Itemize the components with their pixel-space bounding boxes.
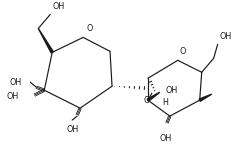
Text: H: H xyxy=(162,98,168,107)
Polygon shape xyxy=(147,92,160,101)
Text: OH: OH xyxy=(166,86,178,95)
Text: OH: OH xyxy=(9,78,21,87)
Polygon shape xyxy=(38,28,53,53)
Text: OH: OH xyxy=(66,125,78,134)
Text: OH: OH xyxy=(160,134,172,143)
Polygon shape xyxy=(199,94,212,101)
Text: O: O xyxy=(180,47,186,56)
Text: O: O xyxy=(144,96,150,105)
Text: OH: OH xyxy=(52,3,64,12)
Text: O: O xyxy=(86,24,93,33)
Text: OH: OH xyxy=(6,92,18,101)
Text: OH: OH xyxy=(220,32,232,41)
